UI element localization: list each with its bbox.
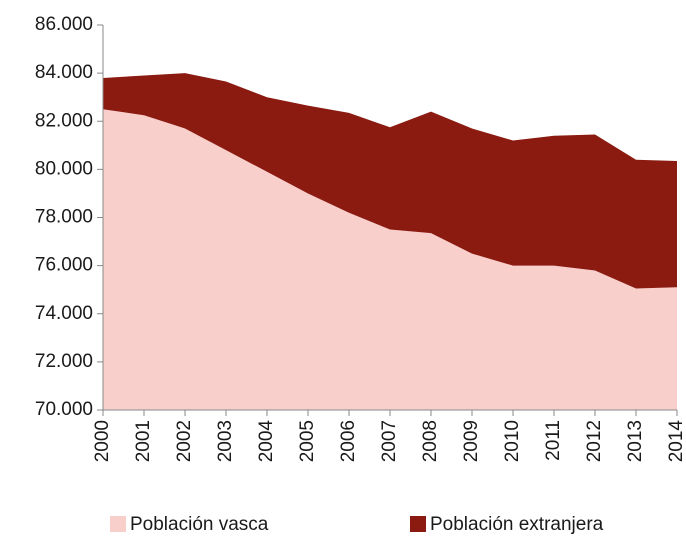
- x-tick-label: 2014: [666, 420, 686, 463]
- y-tick-label: 70.000: [35, 399, 93, 420]
- y-tick-label: 86.000: [35, 14, 93, 35]
- x-tick-label: 2000: [92, 420, 113, 462]
- x-tick-label: 2005: [297, 420, 318, 462]
- y-tick-label: 82.000: [35, 110, 93, 131]
- x-tick-label: 2002: [174, 420, 195, 462]
- legend-swatch: [110, 516, 126, 532]
- y-tick-label: 72.000: [35, 351, 93, 372]
- x-tick-label: 2013: [625, 420, 646, 462]
- y-tick-label: 80.000: [35, 158, 93, 179]
- x-tick-label: 2008: [420, 420, 441, 462]
- x-tick-label: 2006: [338, 420, 359, 462]
- y-tick-label: 84.000: [35, 62, 93, 83]
- x-tick-label: 2004: [256, 420, 277, 463]
- y-tick-label: 74.000: [35, 303, 93, 324]
- y-tick-label: 78.000: [35, 207, 93, 228]
- x-tick-label: 2007: [379, 420, 400, 462]
- area: [103, 73, 677, 289]
- legend-label: Población extranjera: [430, 514, 604, 535]
- x-tick-label: 2009: [461, 420, 482, 462]
- x-tick-label: 2003: [215, 420, 236, 462]
- legend-swatch: [410, 516, 426, 532]
- y-tick-label: 76.000: [35, 255, 93, 276]
- legend-label: Población vasca: [130, 514, 269, 535]
- x-tick-label: 2001: [133, 420, 154, 462]
- x-tick-label: 2011: [543, 420, 564, 461]
- x-tick-label: 2012: [584, 420, 605, 462]
- area: [103, 109, 677, 410]
- x-tick-label: 2010: [502, 420, 523, 462]
